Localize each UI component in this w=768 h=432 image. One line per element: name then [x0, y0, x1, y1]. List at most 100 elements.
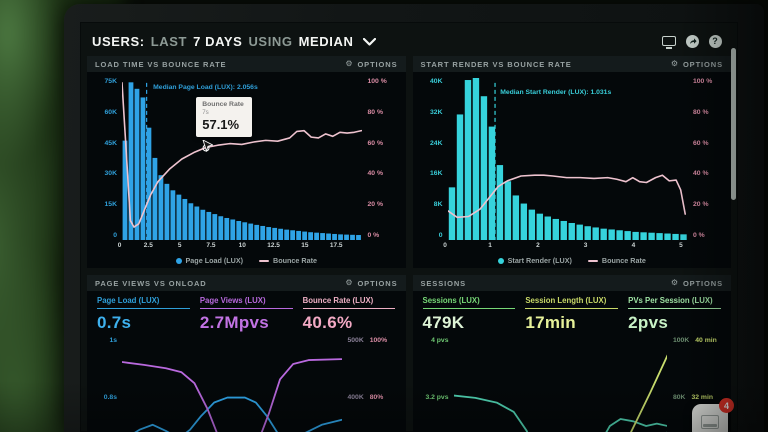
bar[interactable] [200, 209, 206, 240]
bar[interactable] [266, 227, 272, 240]
share-icon[interactable] [685, 34, 699, 48]
bar[interactable] [248, 223, 254, 240]
bar[interactable] [212, 214, 218, 240]
bar[interactable] [218, 216, 224, 240]
bar[interactable] [134, 88, 140, 240]
bar[interactable] [488, 126, 495, 240]
help-icon[interactable]: ? [708, 34, 722, 48]
page-views-plot [122, 337, 342, 432]
legend-bounce-rate[interactable]: Bounce Rate [587, 256, 646, 265]
bar[interactable] [188, 203, 194, 240]
bar[interactable] [655, 233, 663, 240]
options-button[interactable]: ⚙ OPTIONS [670, 278, 723, 288]
bar[interactable] [122, 140, 128, 240]
options-button[interactable]: ⚙ OPTIONS [670, 59, 723, 69]
bar[interactable] [576, 224, 583, 240]
bar[interactable] [504, 181, 511, 240]
options-button[interactable]: ⚙ OPTIONS [345, 59, 398, 69]
metric-sessions[interactable]: Sessions (LUX) 479K [422, 296, 516, 333]
chevron-down-icon [362, 38, 376, 46]
bar[interactable] [236, 220, 242, 240]
bar[interactable] [332, 233, 337, 240]
bar[interactable] [320, 233, 325, 240]
panel-title: START RENDER VS BOUNCE RATE [420, 59, 572, 69]
bar[interactable] [290, 230, 296, 240]
bar[interactable] [639, 232, 647, 240]
bar[interactable] [128, 82, 134, 240]
bar[interactable] [496, 165, 503, 240]
metric-pvs-per-session[interactable]: PVs Per Session (LUX) 2pvs [628, 296, 721, 333]
date-range-dropdown[interactable]: USERS: LAST 7 DAYS USING MEDIAN [92, 34, 376, 49]
bar[interactable] [284, 229, 290, 240]
metric-page-views[interactable]: Page Views (LUX) 2.7Mpvs [199, 296, 293, 333]
bar[interactable] [456, 114, 463, 240]
bar[interactable] [536, 213, 543, 240]
bar[interactable] [152, 157, 158, 240]
bar[interactable] [663, 233, 671, 240]
bar[interactable] [176, 194, 182, 240]
bar[interactable] [615, 230, 623, 240]
legend-page-load[interactable]: Page Load (LUX) [175, 256, 243, 265]
bar[interactable] [607, 229, 615, 240]
bar[interactable] [623, 231, 631, 240]
bar[interactable] [302, 231, 308, 240]
bar[interactable] [568, 222, 575, 240]
bar[interactable] [671, 233, 679, 240]
bar[interactable] [512, 195, 519, 240]
bar[interactable] [679, 234, 687, 240]
bar[interactable] [272, 227, 278, 240]
bar[interactable] [230, 219, 236, 240]
bar[interactable] [464, 80, 471, 240]
bar[interactable] [314, 232, 319, 240]
bar[interactable] [308, 232, 314, 240]
bar[interactable] [552, 218, 559, 240]
bar[interactable] [344, 234, 349, 240]
panel-title: SESSIONS [420, 278, 467, 288]
bar[interactable] [520, 203, 527, 240]
bar[interactable] [224, 217, 230, 240]
x-tick-label: 15 [301, 242, 309, 249]
panel-load-time-header: LOAD TIME VS BOUNCE RATE ⚙ OPTIONS [87, 56, 406, 72]
bar[interactable] [631, 231, 639, 240]
y-axis-right: 100 % 80 % 60 % 40 % 20 % 0 % [693, 78, 713, 239]
bar[interactable] [242, 222, 248, 240]
bar[interactable] [182, 198, 188, 240]
metric-page-load[interactable]: Page Load (LUX) 0.7s [97, 296, 190, 333]
bar[interactable] [350, 234, 355, 240]
bar[interactable] [338, 234, 343, 240]
bar[interactable] [528, 209, 535, 240]
bar[interactable] [278, 228, 284, 240]
legend-start-render[interactable]: Start Render (LUX) [497, 256, 572, 265]
bar[interactable] [140, 97, 146, 240]
bar[interactable] [472, 78, 479, 240]
chat-launcher[interactable]: 4 [692, 398, 734, 432]
bar[interactable] [254, 224, 260, 240]
bar[interactable] [647, 232, 655, 240]
legend-bounce-rate[interactable]: Bounce Rate [259, 256, 317, 265]
metric-bounce-rate[interactable]: Bounce Rate (LUX) 40.6% [302, 296, 396, 333]
bar[interactable] [296, 230, 302, 240]
laptop-bezel: USERS: LAST 7 DAYS USING MEDIAN ? [64, 4, 764, 432]
display-icon[interactable] [662, 35, 676, 49]
bar[interactable] [158, 175, 164, 240]
bar[interactable] [206, 211, 212, 240]
bar[interactable] [260, 225, 266, 240]
bar[interactable] [591, 227, 599, 240]
bar[interactable] [326, 233, 331, 240]
bar[interactable] [544, 216, 551, 240]
bar[interactable] [356, 235, 361, 240]
options-button[interactable]: ⚙ OPTIONS [345, 278, 398, 288]
bar[interactable] [164, 183, 170, 240]
bar[interactable] [146, 127, 152, 240]
bar[interactable] [170, 190, 176, 240]
page-views-chart [122, 337, 342, 432]
bar[interactable] [560, 220, 567, 240]
y-axis-left: 40K 32K 24K 16K 8K 0 [430, 78, 443, 239]
metric-session-length[interactable]: Session Length (LUX) 17min [525, 296, 619, 333]
scrollbar[interactable] [731, 48, 736, 200]
bar[interactable] [599, 228, 607, 240]
bar[interactable] [480, 96, 487, 240]
bar[interactable] [194, 206, 200, 240]
bar[interactable] [584, 226, 591, 240]
